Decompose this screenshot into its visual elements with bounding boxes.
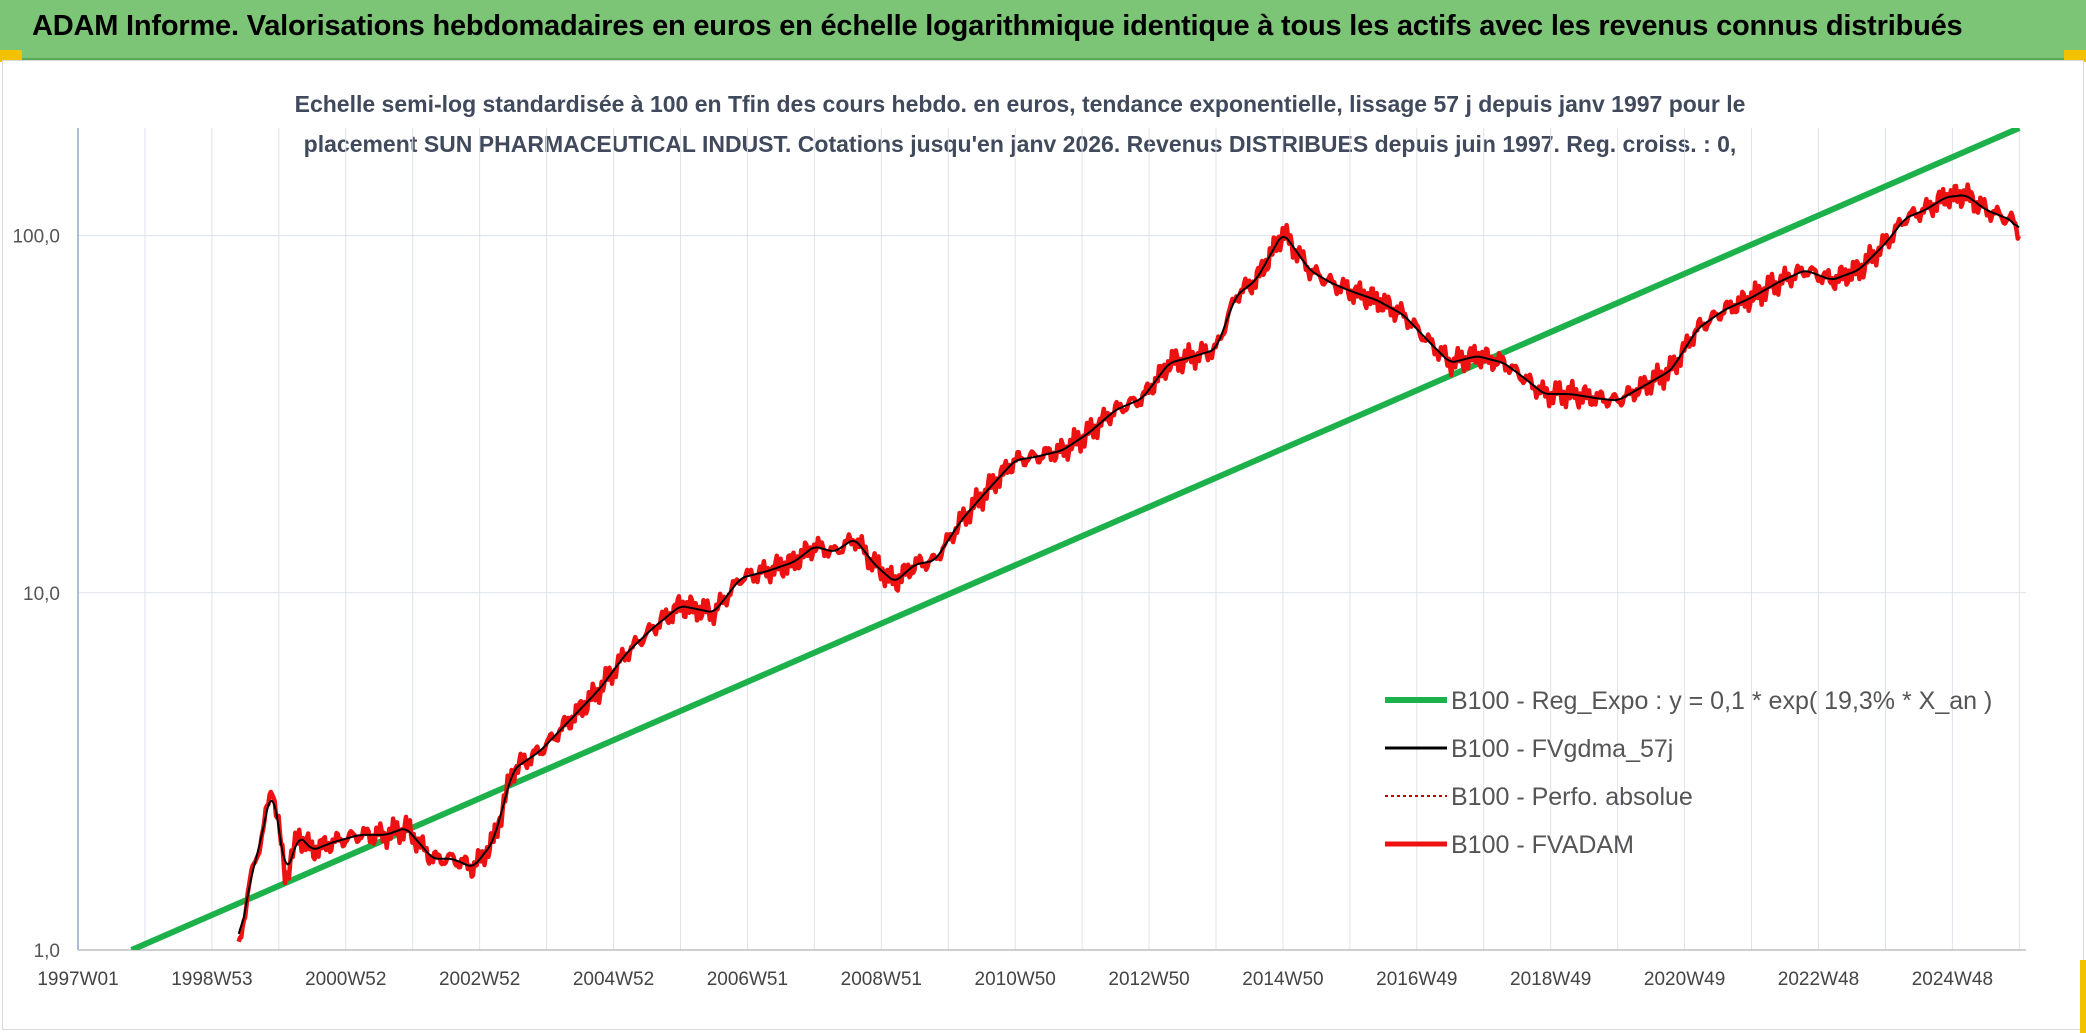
y-tick-label: 1,0 [34, 941, 60, 962]
x-tick-label: 1997W01 [37, 969, 118, 990]
chart-subtitle-line1: Echelle semi-log standardisée à 100 en T… [294, 91, 1746, 117]
corner-marker-bottom-right [2080, 960, 2086, 1033]
y-tick-label: 100,0 [12, 227, 60, 248]
header-banner: ADAM Informe. Valorisations hebdomadaire… [0, 0, 2086, 60]
chart-frame [2, 60, 2084, 1030]
corner-marker-right [2064, 50, 2086, 62]
series-regression-line [130, 128, 2021, 950]
chart-subtitle-line2: placement SUN PHARMACEUTICAL INDUST. Cot… [303, 131, 1737, 157]
x-tick-label: 2002W52 [439, 969, 520, 990]
legend-label: B100 - Perfo. absolue [1451, 783, 1693, 811]
legend-label: B100 - Reg_Expo : y = 0,1 * exp( 19,3% *… [1451, 687, 1992, 715]
x-tick-label: 2016W49 [1376, 969, 1457, 990]
x-tick-label: 2022W48 [1778, 969, 1859, 990]
y-tick-label: 10,0 [23, 584, 60, 605]
series-fvadam-line [236, 182, 2022, 943]
corner-marker-left [0, 50, 22, 62]
x-tick-label: 2010W50 [975, 969, 1056, 990]
x-tick-label: 2020W49 [1644, 969, 1725, 990]
report-title: ADAM Informe. Valorisations hebdomadaire… [32, 10, 1963, 42]
x-tick-label: 2024W48 [1912, 969, 1993, 990]
x-tick-label: 2018W49 [1510, 969, 1591, 990]
x-tick-label: 2006W51 [707, 969, 788, 990]
x-tick-label: 2012W50 [1108, 969, 1189, 990]
x-tick-label: 2014W50 [1242, 969, 1323, 990]
x-tick-label: 1998W53 [171, 969, 252, 990]
legend-label: B100 - FVADAM [1451, 831, 1634, 859]
x-tick-label: 2008W51 [841, 969, 922, 990]
legend-label: B100 - FVgdma_57j [1451, 735, 1673, 763]
series-fvgdma-line [237, 194, 2020, 935]
x-tick-label: 2000W52 [305, 969, 386, 990]
x-tick-label: 2004W52 [573, 969, 654, 990]
